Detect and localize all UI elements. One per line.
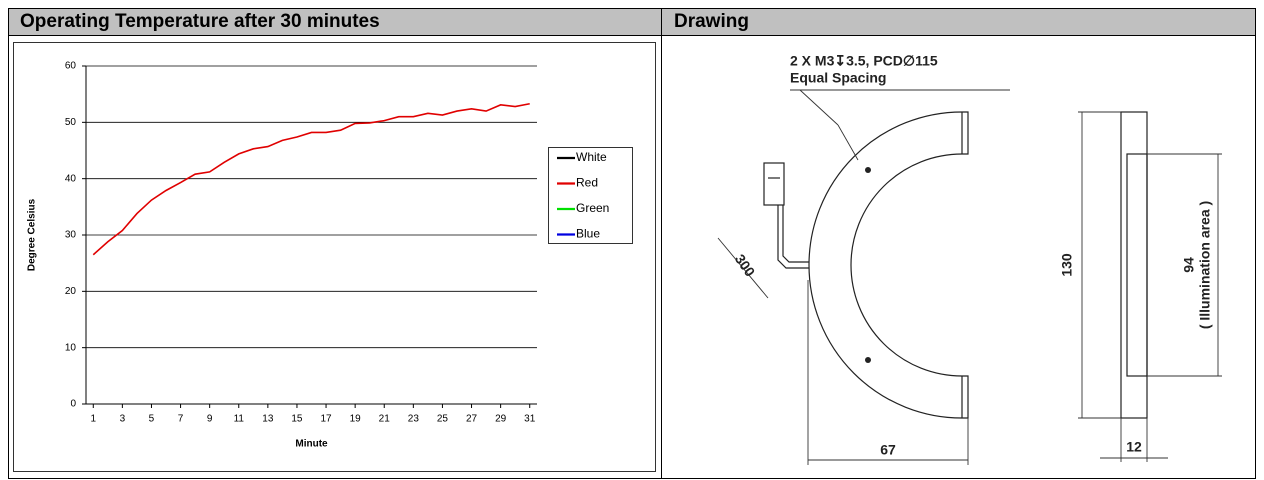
legend bbox=[548, 147, 633, 244]
x-axis-label: Minute bbox=[295, 439, 328, 450]
x-tick-label: 1 bbox=[90, 414, 96, 425]
x-tick-label: 21 bbox=[379, 414, 391, 425]
drawing-label: ( Illumination area ) bbox=[1197, 201, 1213, 329]
legend-label: Red bbox=[576, 176, 598, 190]
hole bbox=[865, 357, 871, 363]
table-border bbox=[8, 8, 1256, 479]
x-tick-label: 23 bbox=[408, 414, 420, 425]
x-tick-label: 27 bbox=[466, 414, 478, 425]
connector bbox=[763, 162, 785, 206]
x-tick-label: 15 bbox=[291, 414, 303, 425]
cable bbox=[777, 205, 809, 269]
drawing-label: 12 bbox=[1126, 439, 1142, 455]
y-tick-label: 20 bbox=[65, 286, 77, 297]
x-tick-label: 9 bbox=[207, 414, 213, 425]
x-tick-label: 29 bbox=[495, 414, 507, 425]
legend-label: Green bbox=[576, 201, 609, 215]
leader bbox=[837, 124, 859, 161]
drawing-label: 2 X M3↧3.5, PCD∅115 bbox=[790, 53, 938, 69]
drawing-label: 67 bbox=[880, 442, 896, 458]
y-tick-label: 10 bbox=[65, 342, 77, 353]
ring bbox=[808, 111, 969, 419]
x-tick-label: 19 bbox=[350, 414, 362, 425]
x-tick-label: 7 bbox=[178, 414, 184, 425]
x-tick-label: 17 bbox=[320, 414, 332, 425]
drawing-label: 300 bbox=[732, 251, 759, 279]
legend-label: White bbox=[576, 150, 607, 164]
header-cell: Drawing bbox=[674, 11, 749, 32]
y-tick-label: 40 bbox=[65, 173, 77, 184]
drawing-label: 130 bbox=[1059, 253, 1075, 277]
y-axis-label: Degree Celsius bbox=[27, 198, 38, 271]
x-tick-label: 25 bbox=[437, 414, 449, 425]
x-tick-label: 5 bbox=[149, 414, 155, 425]
side-view bbox=[1120, 111, 1148, 419]
legend-label: Blue bbox=[576, 227, 600, 241]
x-tick-label: 13 bbox=[262, 414, 274, 425]
dim-line bbox=[717, 237, 769, 299]
x-tick-label: 31 bbox=[524, 414, 536, 425]
x-tick-label: 3 bbox=[120, 414, 126, 425]
y-tick-label: 0 bbox=[70, 399, 76, 410]
drawing: 2 X M3↧3.5, PCD∅115 Equal Spacing 300 13… bbox=[717, 53, 1222, 465]
y-tick-label: 60 bbox=[65, 61, 77, 72]
drawing-label: 94 bbox=[1181, 257, 1197, 273]
x-tick-label: 11 bbox=[234, 414, 245, 425]
series-line bbox=[92, 102, 530, 256]
y-tick-label: 30 bbox=[65, 230, 77, 241]
header-cell: Operating Temperature after 30 minutes bbox=[20, 11, 380, 32]
leader bbox=[799, 89, 839, 126]
illumination bbox=[1126, 153, 1148, 377]
hole bbox=[865, 167, 871, 173]
header-row bbox=[8, 8, 1256, 35]
drawing-label: Equal Spacing bbox=[790, 70, 886, 86]
chart-frame bbox=[13, 42, 656, 472]
y-tick-label: 50 bbox=[65, 117, 77, 128]
